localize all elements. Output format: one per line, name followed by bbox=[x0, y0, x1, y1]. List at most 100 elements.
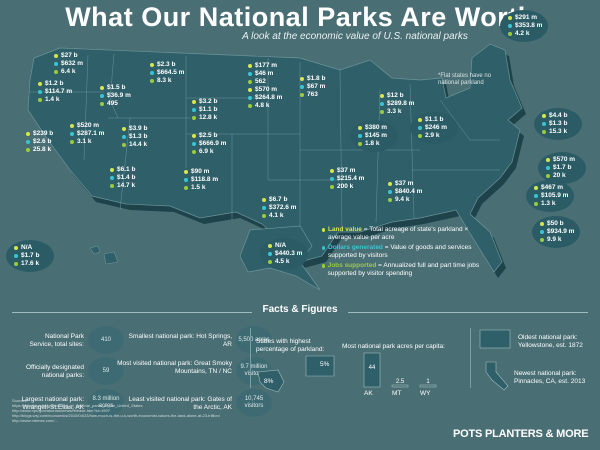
state-dollar-row: $440.3 m bbox=[268, 250, 302, 258]
source-line: Sources: bbox=[12, 398, 28, 403]
state-dollar-row: $67 m bbox=[300, 83, 325, 91]
jobs-dot bbox=[322, 264, 325, 268]
jobs-dot bbox=[262, 214, 266, 218]
state-jobs-value: 200 k bbox=[337, 183, 354, 190]
newest-label: Newest national park: Pinnacles, CA, est… bbox=[514, 370, 586, 385]
state-land-row: $2.3 b bbox=[150, 61, 184, 69]
jobs-dot bbox=[248, 80, 252, 84]
state-jobs-row: 200 k bbox=[330, 183, 364, 191]
state-dollar-value: $353.8 m bbox=[515, 22, 543, 29]
dollar-dot bbox=[540, 230, 544, 234]
dollar-dot bbox=[192, 108, 196, 112]
dollar-dot bbox=[54, 62, 58, 66]
jobs-dot bbox=[110, 184, 114, 188]
state-land-row: $3.2 b bbox=[192, 98, 217, 106]
state-dollar-value: $632 m bbox=[61, 60, 84, 67]
state-land-row: $467 m bbox=[534, 184, 568, 192]
per-capita-bar-label: 1 bbox=[426, 379, 430, 385]
state-dollar-row: $246 m bbox=[418, 124, 447, 132]
state-stat-pa: $1.1 b $246 m 2.9 k bbox=[418, 116, 447, 140]
dollar-dot bbox=[150, 71, 154, 75]
state-land-value: $3.9 b bbox=[129, 125, 148, 132]
state-stat-tx: $6.7 b $372.6 m 4.1 k bbox=[262, 196, 296, 220]
dollar-dot bbox=[192, 142, 196, 146]
state-jobs-row: 562 bbox=[248, 78, 277, 86]
per-capita-bar bbox=[419, 384, 437, 388]
state-stat-hi: N/A $1.7 b 17.6 k bbox=[14, 244, 39, 268]
facts-divider bbox=[0, 305, 600, 319]
state-stat-az: $6.1 b $1.4 b 14.7 k bbox=[110, 166, 135, 190]
state-jobs-value: 25.8 k bbox=[33, 146, 52, 153]
state-jobs-row: 25.8 k bbox=[26, 146, 53, 154]
state-dollar-row: $215.4 m bbox=[330, 175, 364, 183]
state-dollar-row: $46 m bbox=[248, 70, 277, 78]
smallest-value: 5,500 acres bbox=[236, 326, 272, 354]
jobs-dot bbox=[546, 174, 550, 178]
pinnacles-california-shape bbox=[485, 361, 509, 391]
state-stat-ohio: $380 m $145 m 1.8 k bbox=[358, 124, 387, 148]
state-land-row: $177 m bbox=[248, 62, 277, 70]
jobs-dot bbox=[300, 93, 304, 97]
state-dollar-row: $114.7 m bbox=[38, 88, 72, 96]
source-line: http://www.nrtimes.com/... bbox=[12, 418, 58, 423]
state-land-value: $90 m bbox=[191, 168, 210, 175]
per-capita-bar bbox=[363, 352, 381, 388]
land-dot bbox=[248, 64, 252, 68]
brand-logo: POTS PLANTERS & MORE bbox=[453, 428, 589, 440]
state-jobs-row: 14.7 k bbox=[110, 182, 135, 190]
state-land-row: $37 m bbox=[388, 180, 422, 188]
state-jobs-value: 14.7 k bbox=[117, 182, 136, 189]
dollar-dot bbox=[546, 166, 550, 170]
state-stat-va: $467 m $105.9 m 1.3 k bbox=[534, 184, 568, 208]
state-land-row: $520 m bbox=[70, 122, 104, 130]
legend-land-text: = Total acreage of state's parkland × av… bbox=[327, 226, 469, 241]
dollar-dot bbox=[508, 24, 512, 28]
state-jobs-value: 562 bbox=[255, 78, 266, 85]
state-land-value: N/A bbox=[21, 244, 33, 251]
jobs-dot bbox=[248, 104, 252, 108]
jobs-dot bbox=[418, 134, 422, 138]
state-jobs-row: 763 bbox=[300, 91, 325, 99]
state-land-value: $3.2 b bbox=[199, 98, 218, 105]
land-dot bbox=[300, 77, 304, 81]
divider-1 bbox=[250, 328, 251, 388]
state-land-value: $291 m bbox=[515, 14, 538, 21]
state-dollar-row: $1.3 b bbox=[542, 120, 567, 128]
state-dollar-value: $118.8 m bbox=[191, 176, 219, 183]
largest-value: 8.3 million acres bbox=[88, 389, 124, 417]
jobs-dot bbox=[540, 238, 544, 242]
state-land-value: $467 m bbox=[541, 184, 564, 191]
state-land-row: N/A bbox=[14, 244, 39, 252]
dollar-dot bbox=[184, 178, 188, 182]
jobs-dot bbox=[358, 142, 362, 146]
state-dollar-row: $1.1 b bbox=[192, 106, 217, 114]
yellowstone-wyoming-shape bbox=[479, 329, 511, 349]
land-dot bbox=[192, 100, 196, 104]
jobs-dot bbox=[508, 32, 512, 36]
dollar-dot bbox=[300, 85, 304, 89]
state-land-row: $1.5 b bbox=[100, 84, 131, 92]
legend-jobs-label: Jobs supported bbox=[327, 262, 377, 269]
jobs-dot bbox=[54, 70, 58, 74]
land-dot bbox=[330, 169, 334, 173]
land-dot bbox=[262, 198, 266, 202]
state-dollar-row: $105.9 m bbox=[534, 192, 568, 200]
largest-label: Largest national park: Wrangell-St.Elias… bbox=[21, 396, 84, 411]
state-stat-nv: $520 m $287.1 m 3.1 k bbox=[70, 122, 104, 146]
state-jobs-row: 14.4 k bbox=[122, 141, 147, 149]
land-dot bbox=[26, 132, 30, 136]
state-jobs-value: 3.3 k bbox=[387, 108, 402, 115]
state-land-value: $2.3 b bbox=[157, 61, 176, 68]
state-land-value: $1.8 b bbox=[307, 75, 326, 82]
state-dollar-value: $145 m bbox=[365, 132, 388, 139]
state-jobs-row: 6.4 k bbox=[54, 68, 83, 76]
least-visited-label: Least visited national park: Gates of th… bbox=[128, 396, 232, 411]
state-dollar-value: $264.8 m bbox=[255, 94, 283, 101]
state-land-value: $1.2 b bbox=[45, 80, 64, 87]
per-capita-state-ak: AK bbox=[364, 390, 373, 397]
state-land-value: $50 b bbox=[547, 220, 564, 227]
dollar-dot bbox=[268, 252, 272, 256]
state-jobs-value: 4.5 k bbox=[275, 258, 290, 265]
per-capita-state-mt: MT bbox=[392, 390, 402, 397]
state-stat-ak: N/A $440.3 m 4.5 k bbox=[268, 242, 302, 266]
